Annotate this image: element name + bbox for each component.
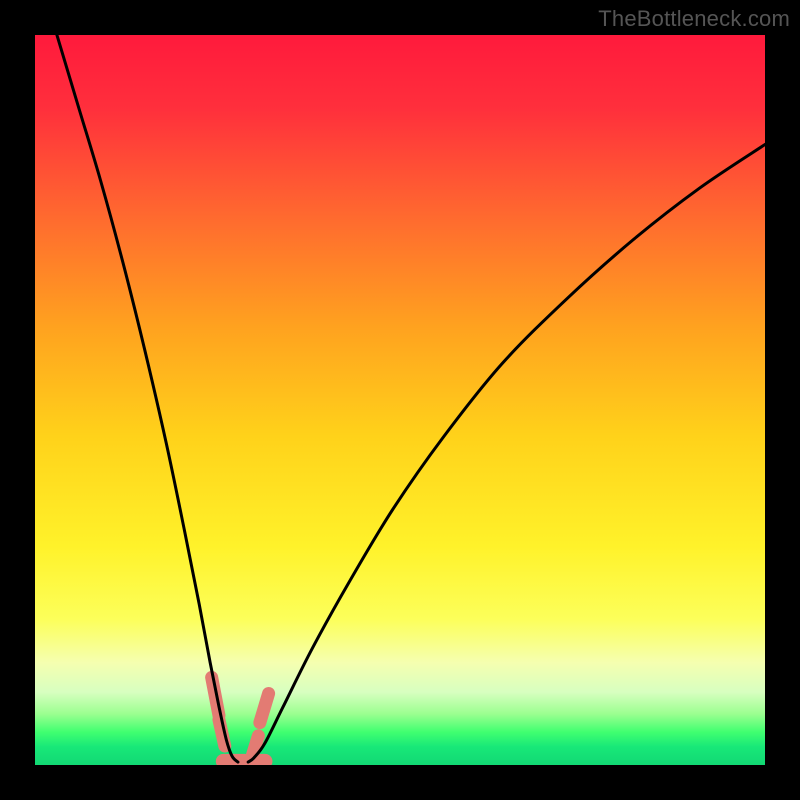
plot-area (35, 35, 765, 765)
gradient-background (35, 35, 765, 765)
chart-svg (35, 35, 765, 765)
marker-capsule (260, 693, 269, 722)
watermark-text: TheBottleneck.com (598, 6, 790, 32)
outer-frame: TheBottleneck.com (0, 0, 800, 800)
